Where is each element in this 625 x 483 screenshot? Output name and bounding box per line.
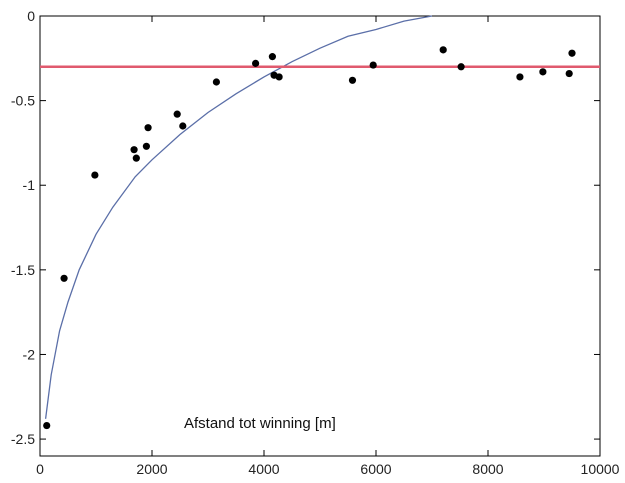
data-points-layer xyxy=(43,46,576,430)
x-tick-label: 4000 xyxy=(248,461,279,477)
plot-area xyxy=(39,15,601,457)
data-point xyxy=(439,46,447,54)
data-point xyxy=(132,154,140,162)
data-point xyxy=(568,49,576,57)
x-tick-label: 0 xyxy=(36,461,44,477)
x-tick-label: 10000 xyxy=(581,461,620,477)
data-point xyxy=(60,274,68,282)
data-point xyxy=(179,122,187,130)
x-axis: 0 2000 4000 6000 8000 10000 xyxy=(36,16,620,477)
data-point xyxy=(565,69,573,78)
x-axis-title: Afstand tot winning [m] xyxy=(184,415,336,432)
y-tick-label: -1.5 xyxy=(11,262,35,278)
data-point xyxy=(173,110,181,118)
data-point xyxy=(369,61,377,69)
data-point xyxy=(348,76,357,84)
x-tick-label: 8000 xyxy=(472,461,503,477)
data-point xyxy=(91,171,99,179)
data-point xyxy=(457,63,465,71)
y-tick-label: -2 xyxy=(23,346,36,362)
data-point xyxy=(275,73,283,81)
fit-curve xyxy=(44,15,433,419)
data-point xyxy=(539,68,547,76)
data-point xyxy=(43,421,51,430)
x-tick-label: 6000 xyxy=(360,461,391,477)
data-point xyxy=(268,53,276,61)
y-tick-label: 0 xyxy=(27,8,35,24)
data-point xyxy=(252,59,260,67)
fit-curve-layer xyxy=(44,15,433,419)
data-point xyxy=(142,142,150,150)
data-point xyxy=(144,124,152,132)
y-tick-label: -1 xyxy=(23,177,36,193)
y-axis: 0 -0.5 -1 -1.5 -2 -2.5 xyxy=(11,8,600,447)
x-tick-label: 2000 xyxy=(136,461,167,477)
data-point xyxy=(130,146,138,154)
data-point xyxy=(212,78,220,86)
y-tick-label: -0.5 xyxy=(11,93,35,109)
data-point xyxy=(516,73,524,81)
y-tick-label: -2.5 xyxy=(11,431,35,447)
